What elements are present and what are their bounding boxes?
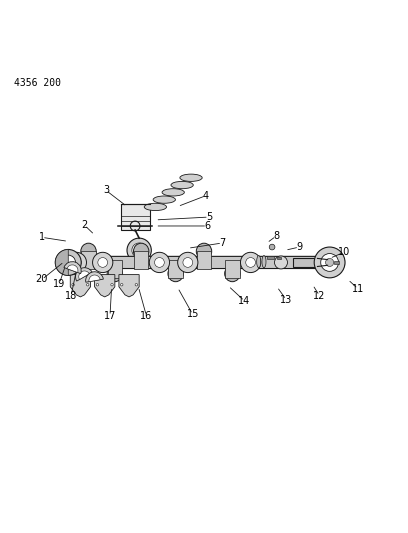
Wedge shape xyxy=(86,272,103,282)
FancyBboxPatch shape xyxy=(134,251,149,269)
Text: 12: 12 xyxy=(313,290,326,301)
Wedge shape xyxy=(75,268,92,281)
Text: 19: 19 xyxy=(53,279,65,288)
Text: 6: 6 xyxy=(204,221,210,231)
Wedge shape xyxy=(79,271,89,279)
FancyBboxPatch shape xyxy=(335,261,339,264)
Circle shape xyxy=(55,249,81,276)
Ellipse shape xyxy=(225,265,240,282)
Wedge shape xyxy=(64,262,81,273)
FancyBboxPatch shape xyxy=(328,260,344,265)
Circle shape xyxy=(98,257,108,268)
Text: 13: 13 xyxy=(280,295,293,305)
Circle shape xyxy=(71,257,81,268)
Circle shape xyxy=(135,284,137,286)
FancyBboxPatch shape xyxy=(267,256,274,259)
Text: 9: 9 xyxy=(296,242,302,252)
Ellipse shape xyxy=(168,265,183,282)
Circle shape xyxy=(61,255,75,270)
Ellipse shape xyxy=(107,265,122,282)
Ellipse shape xyxy=(196,243,212,260)
Circle shape xyxy=(177,252,198,272)
Text: 4: 4 xyxy=(203,191,209,200)
Circle shape xyxy=(120,284,123,286)
Polygon shape xyxy=(119,274,139,297)
Circle shape xyxy=(326,259,334,266)
Text: 2: 2 xyxy=(81,220,88,230)
FancyBboxPatch shape xyxy=(108,261,122,278)
Text: 3: 3 xyxy=(103,185,109,195)
Text: 20: 20 xyxy=(36,274,48,285)
Circle shape xyxy=(127,238,151,262)
Circle shape xyxy=(66,252,86,272)
Text: 15: 15 xyxy=(186,309,199,319)
Circle shape xyxy=(155,257,164,268)
Text: 7: 7 xyxy=(219,238,225,248)
FancyBboxPatch shape xyxy=(277,257,281,259)
FancyBboxPatch shape xyxy=(197,251,211,269)
Wedge shape xyxy=(67,265,78,272)
Ellipse shape xyxy=(153,196,175,203)
Circle shape xyxy=(269,244,275,250)
Ellipse shape xyxy=(171,181,193,189)
Text: 4356 200: 4356 200 xyxy=(13,78,60,88)
Ellipse shape xyxy=(262,255,266,268)
Text: 1: 1 xyxy=(39,232,45,243)
Text: 16: 16 xyxy=(140,311,153,321)
Circle shape xyxy=(246,257,255,268)
Ellipse shape xyxy=(144,203,166,211)
FancyBboxPatch shape xyxy=(81,251,96,269)
FancyBboxPatch shape xyxy=(293,259,317,266)
Ellipse shape xyxy=(257,255,261,268)
Text: 5: 5 xyxy=(206,212,212,222)
Polygon shape xyxy=(70,274,91,297)
Circle shape xyxy=(132,243,146,257)
Text: 8: 8 xyxy=(273,231,279,241)
Circle shape xyxy=(149,252,170,272)
Text: 14: 14 xyxy=(238,296,251,306)
Ellipse shape xyxy=(162,189,184,196)
Ellipse shape xyxy=(180,174,202,181)
Circle shape xyxy=(183,257,193,268)
Wedge shape xyxy=(89,275,100,281)
FancyBboxPatch shape xyxy=(63,256,317,269)
Text: 18: 18 xyxy=(65,290,77,301)
Circle shape xyxy=(111,284,113,286)
Circle shape xyxy=(86,284,89,286)
Circle shape xyxy=(93,252,113,272)
Circle shape xyxy=(72,284,74,286)
Text: 10: 10 xyxy=(338,247,350,257)
FancyBboxPatch shape xyxy=(225,261,239,278)
Text: 17: 17 xyxy=(104,311,116,321)
Circle shape xyxy=(240,252,261,272)
FancyBboxPatch shape xyxy=(120,204,150,230)
Ellipse shape xyxy=(81,243,96,260)
Ellipse shape xyxy=(133,243,149,260)
Wedge shape xyxy=(55,249,68,276)
Circle shape xyxy=(96,284,99,286)
Text: 11: 11 xyxy=(352,284,364,294)
Circle shape xyxy=(275,256,288,269)
Polygon shape xyxy=(95,274,115,297)
Circle shape xyxy=(321,254,339,271)
FancyBboxPatch shape xyxy=(169,261,183,278)
Circle shape xyxy=(314,247,345,278)
